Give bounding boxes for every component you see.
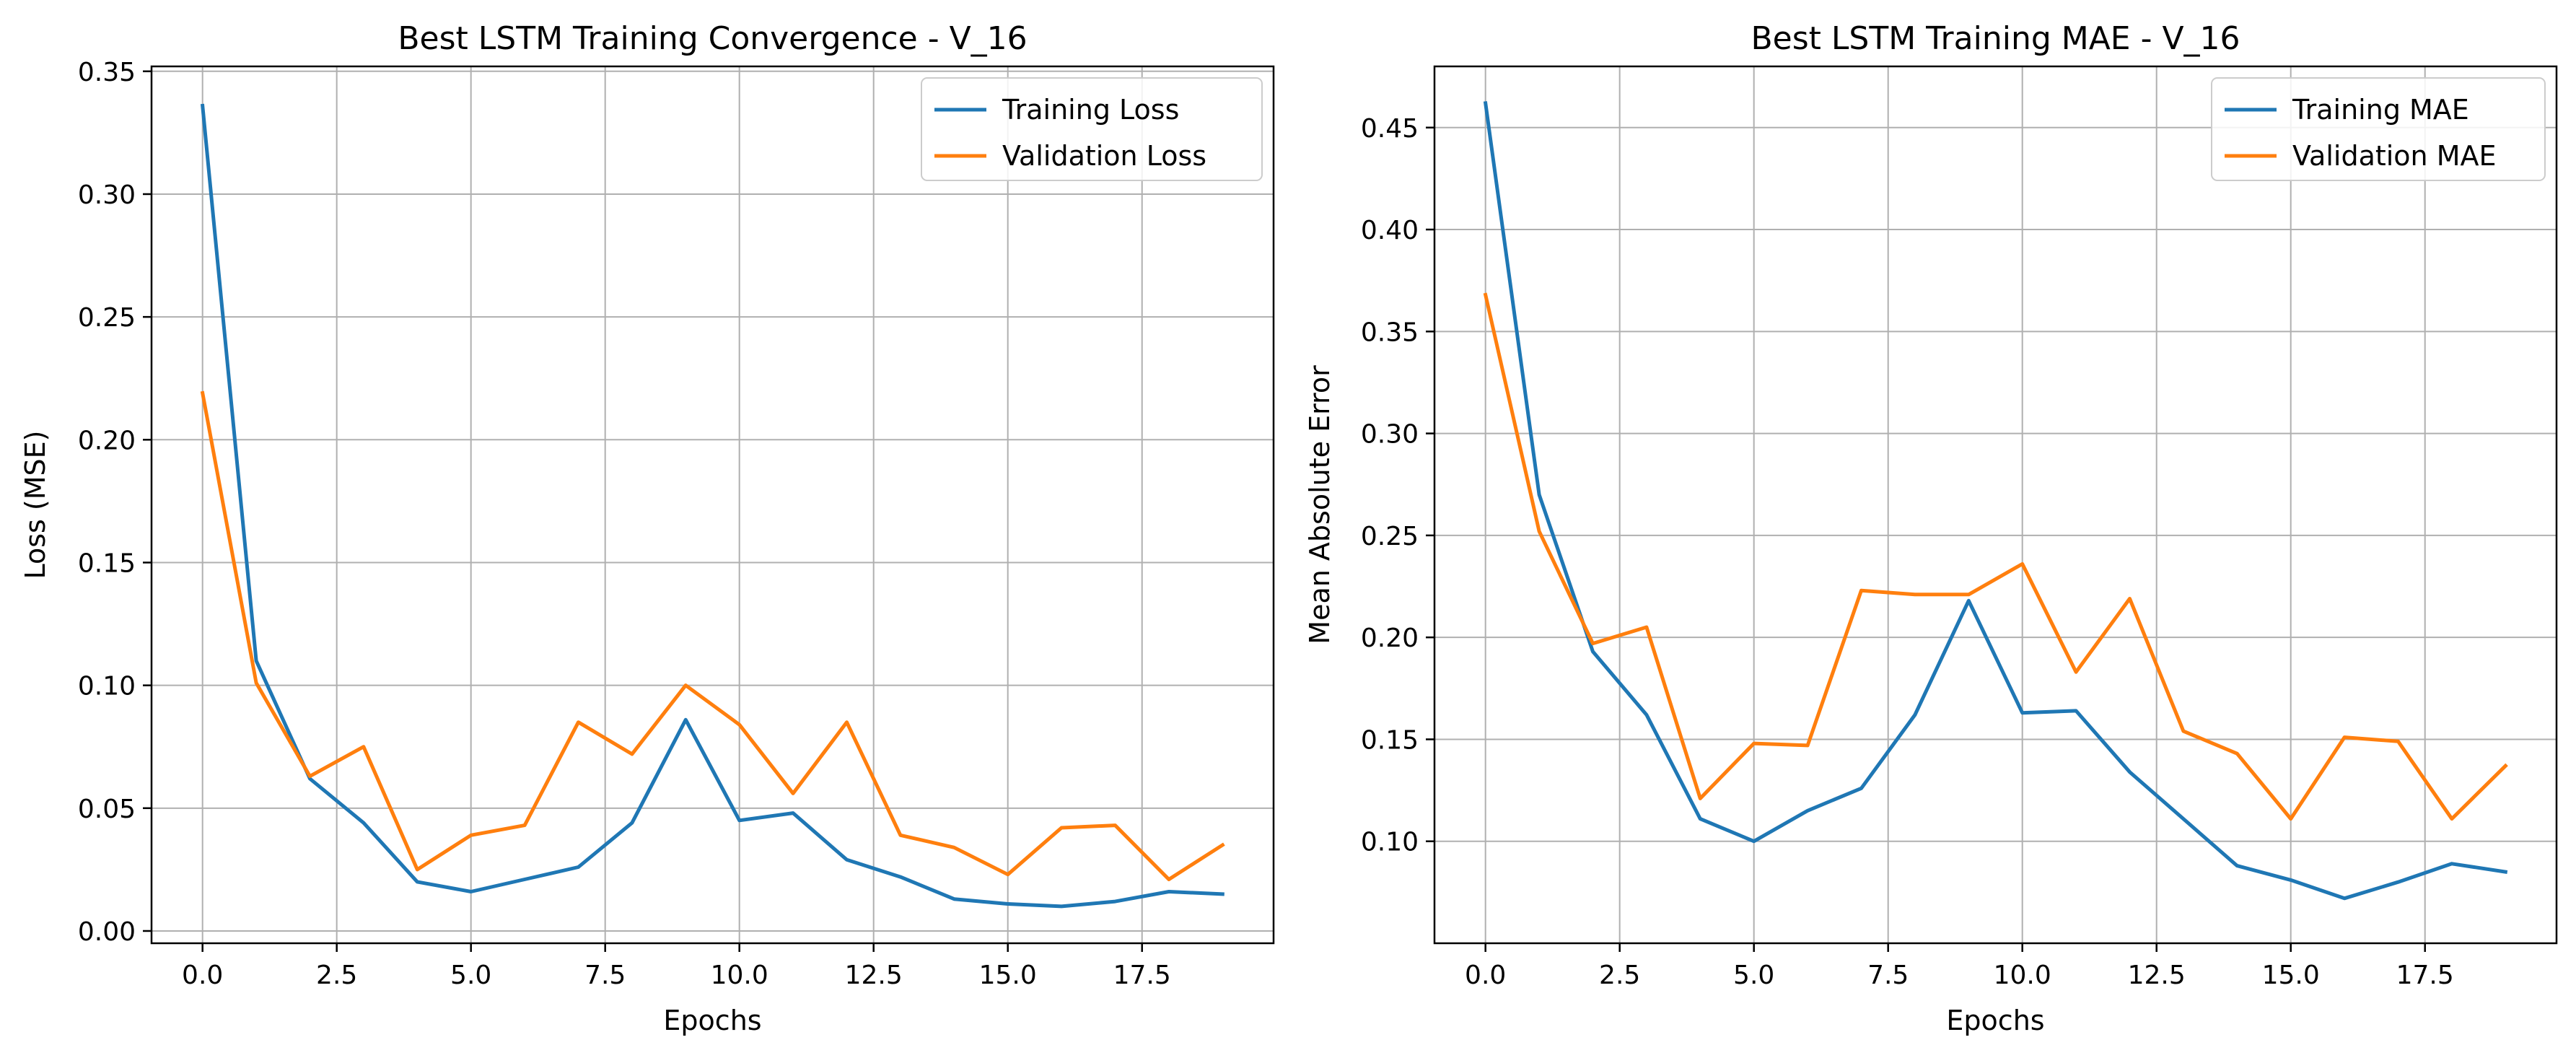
axes-frame [150,65,1275,945]
x-tick-label: 2.5 [316,961,357,990]
legend-entry-validation-loss: Validation Loss [1002,140,1206,172]
legend-entry-training-loss: Training Loss [1002,94,1179,126]
x-axis-label: Epochs [1946,1005,2044,1036]
legend: Training MAE Validation MAE [2211,77,2546,181]
y-tick-label: 0.35 [1361,318,1419,347]
x-tick-label: 12.5 [2128,961,2186,990]
chart-title: Best LSTM Training Convergence - V_16 [398,20,1027,57]
y-tick-label: 0.20 [1361,624,1419,653]
x-tick-label: 5.0 [450,961,491,990]
axes-frame [1433,65,2558,945]
y-tick-label: 0.10 [1361,828,1419,857]
x-tick-label: 17.5 [1113,961,1171,990]
y-tick-label: 0.15 [78,548,136,578]
legend-box [921,77,1263,181]
x-tick-label: 17.5 [2396,961,2454,990]
x-tick-label: 0.0 [182,961,223,990]
legend-entry-validation-mae: Validation MAE [2292,140,2497,172]
x-axis-label: Epochs [663,1005,761,1036]
series-line-validation-mae [1483,292,2508,821]
y-tick-label: 0.25 [78,303,136,333]
x-tick-label: 5.0 [1733,961,1774,990]
y-tick-label: 0.15 [1361,725,1419,755]
y-tick-label: 0.00 [78,917,136,947]
y-tick-label: 0.10 [78,672,136,701]
legend: Training Loss Validation Loss [921,77,1263,181]
series-line-validation-loss [200,390,1225,881]
y-tick-label: 0.30 [1361,420,1419,450]
y-tick-label: 0.35 [78,58,136,87]
legend-entry-training-mae: Training MAE [2292,94,2469,126]
series-line-training-mae [1483,101,2508,901]
x-tick-label: 7.5 [1867,961,1909,990]
x-tick-label: 12.5 [845,961,903,990]
legend-box [2211,77,2546,181]
x-tick-label: 10.0 [711,961,768,990]
y-tick-label: 0.30 [78,180,136,210]
y-axis-label: Mean Absolute Error [1304,365,1336,644]
y-axis-label: Loss (MSE) [19,431,51,580]
series-line-training-loss [200,103,1225,909]
chart-panel-1: 0.0 2.5 5.0 7.5 10.0 12.5 15.0 17.5 0.00 0.05 0.10… [19,20,1275,1036]
x-tick-label: 7.5 [584,961,626,990]
y-tick-label: 0.20 [78,426,136,455]
y-tick-label: 0.45 [1361,114,1419,144]
y-tick-label: 0.25 [1361,522,1419,551]
x-tick-label: 10.0 [1994,961,2051,990]
x-tick-label: 15.0 [979,961,1037,990]
y-tick-label: 0.40 [1361,216,1419,245]
x-tick-label: 15.0 [2262,961,2320,990]
x-tick-label: 2.5 [1599,961,1640,990]
chart-panel-2: 0.0 2.5 5.0 7.5 10.0 12.5 15.0 17.5 0.10 0.15 0.20… [1304,20,2558,1036]
chart-title: Best LSTM Training MAE - V_16 [1751,20,2240,57]
y-tick-label: 0.05 [78,795,136,824]
x-tick-label: 0.0 [1465,961,1506,990]
